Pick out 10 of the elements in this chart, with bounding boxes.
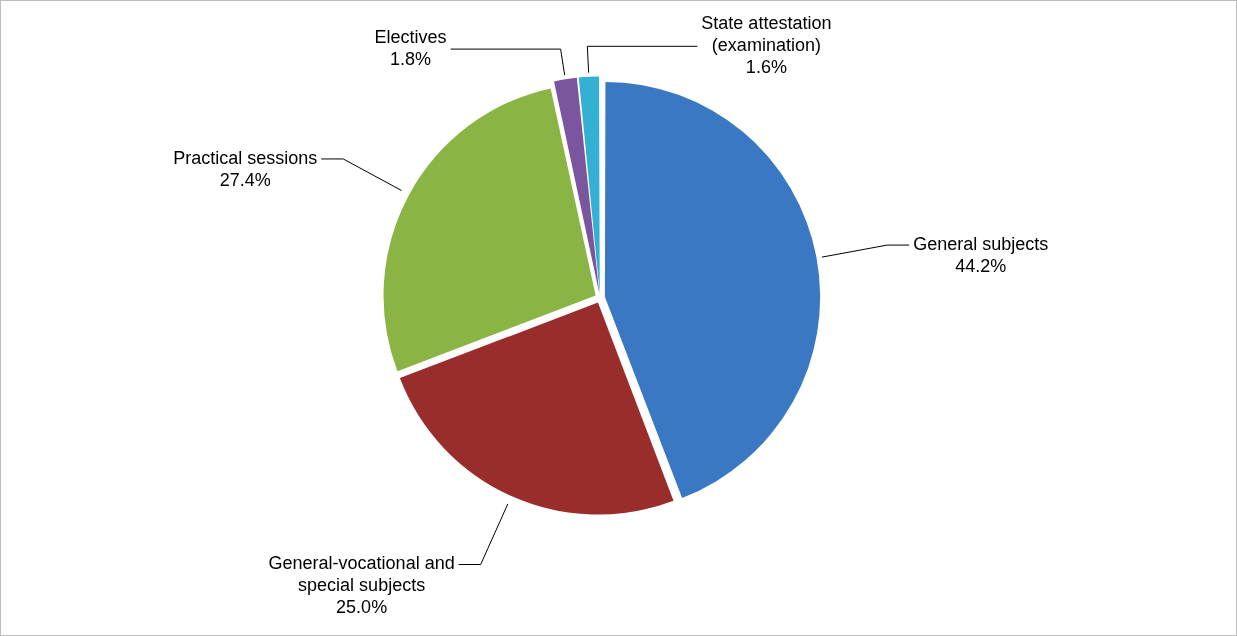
- data-label: 27.4%: [219, 169, 271, 190]
- slice-label: General subjects: [913, 234, 1049, 255]
- data-label: 44.2%: [955, 256, 1007, 277]
- slice-label: General-vocational and special subjects: [268, 553, 455, 596]
- slice-label: Electives: [374, 27, 447, 48]
- data-label: 1.6%: [745, 57, 787, 78]
- slice-label: Practical sessions: [173, 147, 318, 168]
- data-label: 1.8%: [390, 49, 432, 70]
- data-label: 25.0%: [336, 597, 388, 618]
- slice-label: State attestation (examination): [701, 13, 832, 56]
